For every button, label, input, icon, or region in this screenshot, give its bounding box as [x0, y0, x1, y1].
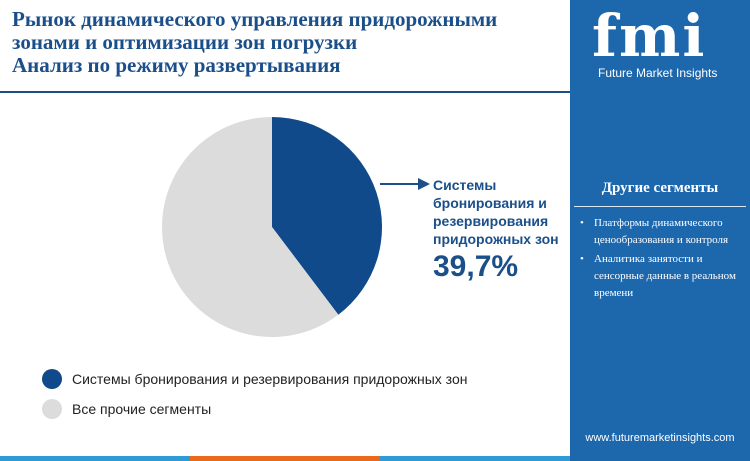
- other-segment-item: • Аналитика занятости и сенсорные данные …: [578, 251, 748, 302]
- side-panel: fmi Future Market Insights Другие сегмен…: [570, 0, 750, 461]
- callout-label: Системы бронирования и резервирования пр…: [433, 177, 559, 247]
- pie-slice-other: [162, 117, 339, 337]
- legend-label-other: Все прочие сегменты: [72, 401, 212, 417]
- legend-label-booking: Системы бронирования и резервирования пр…: [72, 371, 468, 387]
- title-line-2: зонами и оптимизации зон погрузки: [12, 30, 358, 54]
- legend-item-booking: Системы бронирования и резервирования пр…: [42, 366, 467, 392]
- legend-swatch-other: [42, 399, 62, 419]
- other-segment-text: Аналитика занятости и сенсорные данные в…: [594, 253, 736, 299]
- fmi-logo: fmi Future Market Insights: [570, 4, 750, 84]
- chart-title: Рынок динамического управления придорожн…: [12, 8, 567, 77]
- callout-arrow-icon: [380, 178, 430, 190]
- website-link[interactable]: www.futuremarketinsights.com: [585, 432, 735, 444]
- logo-subtitle: Future Market Insights: [598, 66, 718, 80]
- other-segment-item: • Платформы динамического ценообразования…: [578, 215, 748, 249]
- title-divider: [0, 91, 570, 93]
- title-line-1: Рынок динамического управления придорожн…: [12, 7, 498, 31]
- legend-swatch-booking: [42, 369, 62, 389]
- logo-letters: fmi: [592, 2, 707, 70]
- title-line-3: Анализ по режиму развертывания: [12, 53, 341, 77]
- callout-value: 39,7%: [433, 250, 519, 283]
- bottom-bar-segment-3: [380, 456, 570, 461]
- other-segments-heading: Другие сегменты: [601, 180, 719, 196]
- pie-slice-booking: [272, 117, 382, 315]
- bullet-icon: •: [580, 253, 584, 265]
- pie-chart: [162, 117, 382, 337]
- bottom-bar-segment-2: [190, 456, 380, 461]
- panel-divider: [574, 206, 746, 207]
- other-segment-text: Платформы динамического ценообразования …: [594, 217, 729, 246]
- legend-item-other: Все прочие сегменты: [42, 396, 467, 422]
- bullet-icon: •: [580, 217, 584, 229]
- bottom-bar-segment-4: [570, 456, 750, 461]
- other-segments-list: • Платформы динамического ценообразования…: [578, 215, 748, 304]
- legend: Системы бронирования и резервирования пр…: [42, 366, 467, 426]
- bottom-bar-segment-1: [0, 456, 190, 461]
